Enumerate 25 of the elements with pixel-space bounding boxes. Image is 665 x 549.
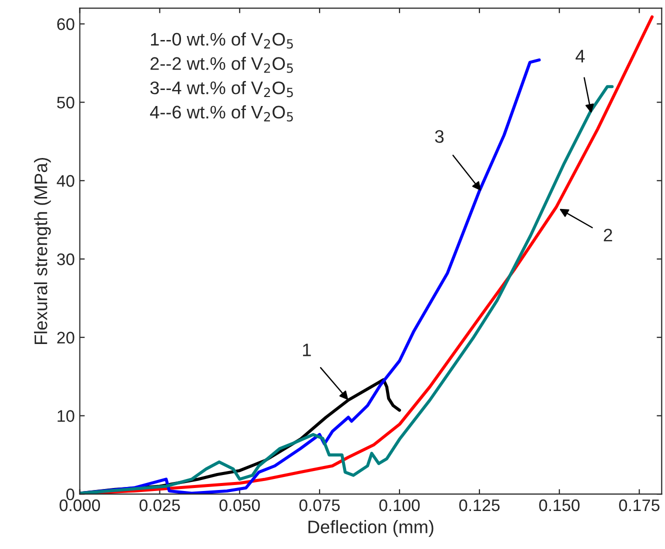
x-tick-label: 0.000 [60,499,100,512]
x-axis-title: Deflection (mm) [308,520,434,537]
x-tick-label: 0.100 [379,499,420,512]
y-tick-label: 60 [57,18,74,30]
annotation: 4--6 wt.% of V$_{2}$O$_{5}$ [150,105,293,122]
annotation: 2 [604,228,612,242]
y-tick-label: 10 [58,410,74,422]
y-tick-label: 20 [57,332,74,344]
y-tick-label: 40 [56,175,74,187]
x-tick-label: 0.025 [140,499,180,512]
annotation: 4 [576,50,585,62]
annotation: 3--4 wt.% of V$_{2}$O$_{5}$ [150,81,293,98]
y-tick-label: 30 [57,253,74,266]
x-tick-label: 0.050 [219,499,260,512]
x-tick-label: 0.175 [619,499,660,512]
annotation: 3 [435,130,444,143]
y-tick-label: 0 [66,488,74,500]
annotation: 1 [303,344,311,356]
y-axis-title: Flexural strength (MPa) [34,158,51,344]
x-tick-label: 0.150 [539,499,580,512]
annotation: 1--0 wt.% of V$_{2}$O$_{5}$ [151,32,293,49]
annotation: 2--2 wt.% of V$_{2}$O$_{5}$ [150,56,293,73]
x-tick-label: 0.075 [299,499,340,512]
x-tick-label: 0.125 [459,499,500,512]
y-tick-label: 50 [57,96,74,108]
